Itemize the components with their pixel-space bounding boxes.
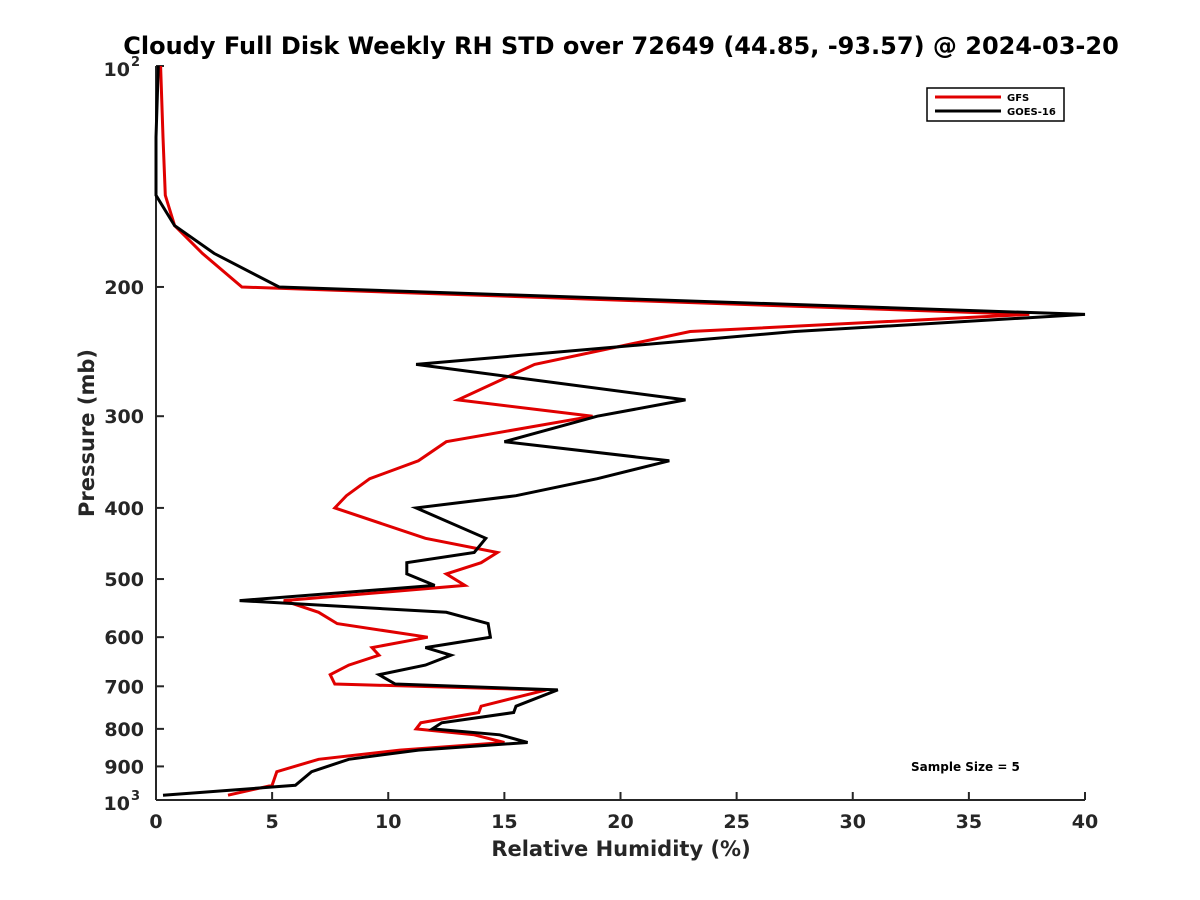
- x-tick-label: 5: [266, 811, 279, 833]
- plot-area: [155, 66, 1085, 801]
- x-tick-label: 20: [607, 811, 633, 833]
- x-tick-label: 25: [723, 811, 749, 833]
- y-tick-label: 10: [104, 59, 130, 81]
- x-axis-label: Relative Humidity (%): [491, 837, 750, 861]
- x-tick-label: 40: [1072, 811, 1098, 833]
- chart-title: Cloudy Full Disk Weekly RH STD over 7264…: [123, 32, 1119, 60]
- x-tick-label: 30: [840, 811, 866, 833]
- series-line-gfs: [159, 65, 1030, 797]
- y-tick-exponent: 3: [131, 789, 140, 804]
- sample-size-annotation: Sample Size = 5: [911, 760, 1020, 774]
- y-tick-label: 400: [104, 498, 144, 520]
- y-tick-label: 600: [104, 627, 144, 649]
- legend-label-goes16: GOES-16: [1007, 107, 1056, 118]
- legend: GFS GOES-16: [926, 87, 1065, 122]
- y-tick-exponent: 2: [131, 55, 140, 70]
- y-tick-label: 200: [104, 277, 144, 299]
- legend-box: [926, 87, 1065, 122]
- y-tick-label: 900: [104, 756, 144, 778]
- x-tick-label: 0: [149, 811, 162, 833]
- x-tick-label: 35: [956, 811, 982, 833]
- y-tick-label: 10: [104, 793, 130, 815]
- series-lines: [154, 65, 1086, 797]
- x-tick-label: 15: [491, 811, 517, 833]
- x-ticks: 0 5 10 15 20 25 30 35 40: [149, 792, 1098, 833]
- y-tick-label: 500: [104, 569, 144, 591]
- series-line-goes-16: [154, 65, 1086, 797]
- y-axis-label: Pressure (mb): [75, 349, 99, 517]
- y-tick-label: 700: [104, 676, 144, 698]
- legend-label-gfs: GFS: [1007, 93, 1029, 104]
- y-tick-label: 800: [104, 719, 144, 741]
- x-tick-label: 10: [375, 811, 401, 833]
- y-tick-label: 300: [104, 406, 144, 428]
